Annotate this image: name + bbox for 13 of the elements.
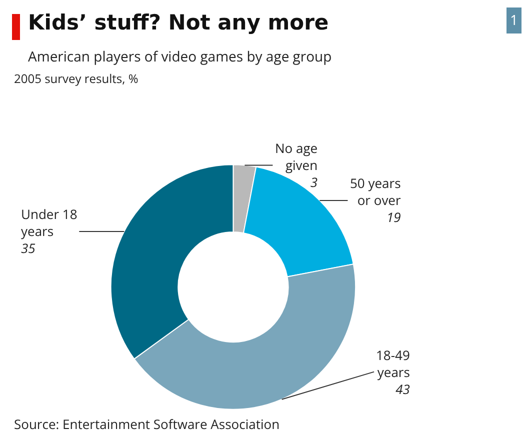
text: 2005 survey results, % — [14, 70, 138, 87]
chart-subtitle: American players of video games by age group — [28, 48, 332, 67]
data-label: 43 — [396, 380, 410, 398]
text: 1 — [510, 11, 518, 30]
slice-label: 18-49 years — [376, 346, 410, 381]
slice-label: No age given — [275, 139, 318, 174]
chart-title: Kids’ stuff? Not any more — [28, 10, 329, 34]
data-label: 35 — [21, 238, 36, 257]
slice-label: 50 years or over — [350, 174, 402, 209]
data-label: 19 — [386, 208, 401, 226]
slice-label: Under 18 years — [21, 205, 78, 240]
data-label: 3 — [310, 172, 318, 191]
source-note: Source: Entertainment Software Association — [14, 415, 280, 433]
